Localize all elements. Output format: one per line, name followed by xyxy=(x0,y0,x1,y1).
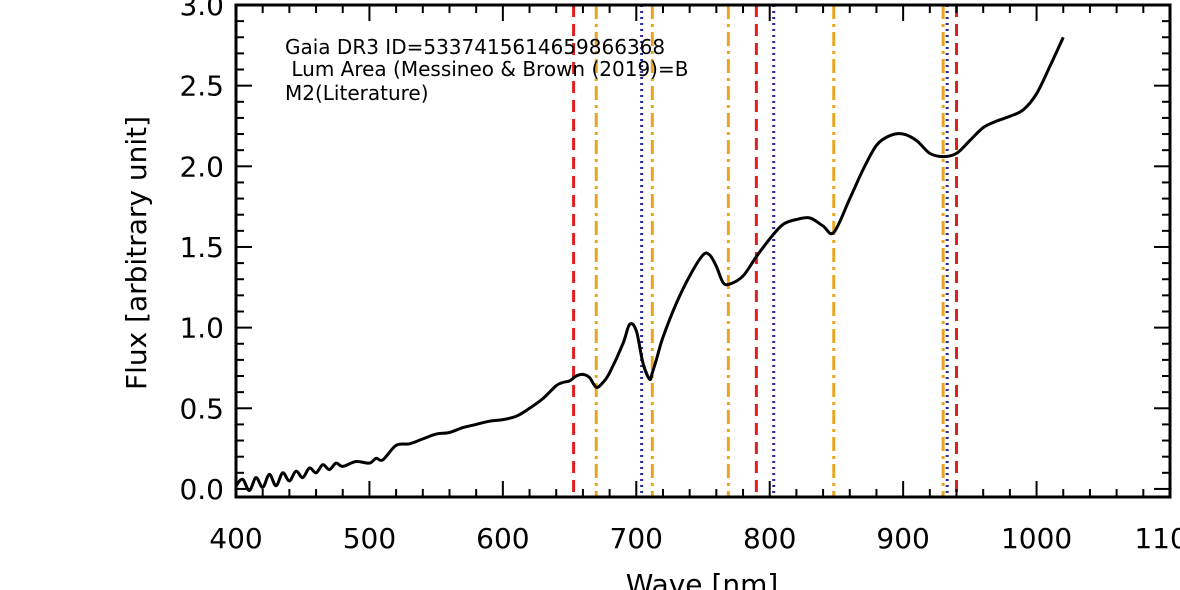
spectrum-line-0 xyxy=(234,36,1065,492)
y-axis-label: Flux [arbitrary unit] xyxy=(120,116,153,390)
y-tick-label: 1.5 xyxy=(179,231,224,264)
annotation-spectral-type: M2(Literature) xyxy=(285,81,429,105)
plot-border xyxy=(234,3,1172,499)
y-tick-label: 3.0 xyxy=(179,0,224,22)
axis-ticks xyxy=(235,4,1171,497)
x-axis-label: Wave [nm] xyxy=(626,568,779,590)
x-tick-label: 600 xyxy=(476,522,529,555)
annotation-lum-area: Lum Area (Messineo & Brown (2019)=B xyxy=(285,57,688,81)
y-tick-label: 2.0 xyxy=(179,150,224,183)
x-tick-label: 700 xyxy=(610,522,663,555)
plot-frame xyxy=(234,3,1172,499)
y-tick-label: 0.5 xyxy=(179,392,224,425)
x-tick-label: 900 xyxy=(876,522,929,555)
y-tick-label: 2.5 xyxy=(179,70,224,103)
x-tick-label: 1000 xyxy=(1001,522,1072,555)
annotation-gaia-id: Gaia DR3 ID=5337415614659866368 xyxy=(285,35,665,59)
x-tick-label: 500 xyxy=(343,522,396,555)
series-group xyxy=(234,36,1065,492)
y-tick-label: 0.0 xyxy=(179,473,224,506)
x-tick-label: 400 xyxy=(209,522,262,555)
vertical-marker-lines xyxy=(572,5,959,497)
x-tick-label: 800 xyxy=(743,522,796,555)
y-tick-label: 1.0 xyxy=(179,312,224,345)
